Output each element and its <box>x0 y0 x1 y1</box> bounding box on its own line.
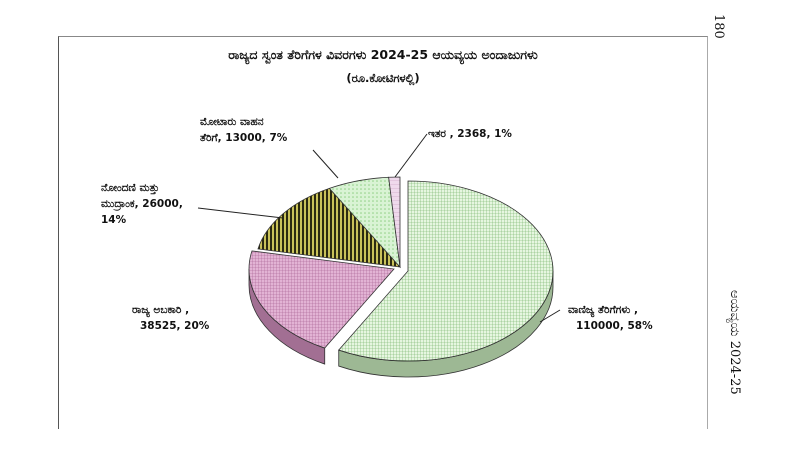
chart-subtitle: (ರೂ.ಕೋಟಿಗಳಲ್ಲಿ) <box>346 71 420 85</box>
slice-commercial-taxes <box>338 180 554 362</box>
leader-stamps <box>197 207 284 219</box>
label-state-excise: ರಾಜ್ಯ ಅಬಕಾರಿ , 38525, 20% <box>132 304 210 332</box>
leader-others <box>394 133 428 178</box>
slice-registration-stamps <box>257 187 402 268</box>
label-motor-vehicle: ಮೋಟಾರು ವಾಹನ ತೆರಿಗೆ, 13000, 7% <box>200 116 288 144</box>
leader-commercial <box>539 309 561 323</box>
slice-others <box>388 176 401 268</box>
label-registration-stamps: ನೋಂದಣಿ ಮತ್ತು ಮುದ್ರಾಂಕ, 26000, 14% <box>101 182 183 226</box>
chart-frame: ರಾಜ್ಯದ ಸ್ವಂತ ತೆರಿಗೆಗಳ ವಿವರಗಳು 2024-25 ಆಯ… <box>58 36 708 429</box>
label-commercial-taxes: ವಾಣಿಜ್ಯ ತೆರಿಗೆಗಳು , 110000, 58% <box>568 304 653 332</box>
slice-state-excise <box>248 250 395 349</box>
label-others: ಇತರ , 2368, 1% <box>428 128 512 140</box>
leader-motor <box>312 149 339 179</box>
chart-title: ರಾಜ್ಯದ ಸ್ವಂತ ತೆರಿಗೆಗಳ ವಿವರಗಳು 2024-25 ಆಯ… <box>228 47 538 62</box>
